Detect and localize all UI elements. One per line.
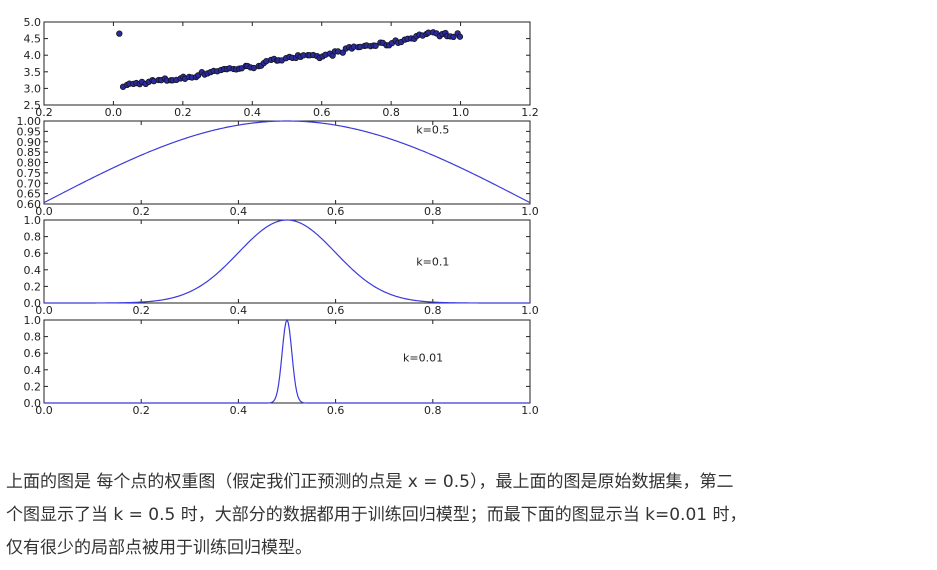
x-tick-label: 0.2 <box>132 304 150 317</box>
panel-4: 0.0 0.2 0.4 0.6 0.8 1.0 0.0 0.2 0.4 0.6 0.8 1.0 k=0.… <box>24 314 539 417</box>
y-tick-label: 1.00 <box>17 115 42 128</box>
weight-curve <box>44 318 530 404</box>
plot-frame <box>43 219 531 304</box>
y-tick-label: 1.0 <box>24 214 42 227</box>
x-tick-label: 0.4 <box>230 404 248 417</box>
y-tick-label: 0.6 <box>24 347 42 360</box>
y-tick-label: 0.6 <box>24 247 42 260</box>
y-tick-label: 0.60 <box>17 198 42 211</box>
x-tick-label: 0.8 <box>424 205 442 218</box>
weight-curve <box>44 219 530 304</box>
x-tick-label: 1.0 <box>521 304 539 317</box>
k-annotation: k=0.01 <box>403 351 443 364</box>
x-tick-label: 0.0 <box>35 404 53 417</box>
x-tick-label: 0.4 <box>230 205 248 218</box>
y-tick-label: 0.75 <box>17 167 42 180</box>
plot-frame <box>43 319 531 404</box>
plot-frame <box>43 120 531 205</box>
y-tick-label: 0.0 <box>24 397 42 410</box>
x-tick-label: 0.0 <box>105 106 123 119</box>
x-tick-label: 0.2 <box>35 106 53 119</box>
caption-line-2: 个图显示了当 k = 0.5 时，大部分的数据都用于训练回归模型；而最下面的图显… <box>6 505 747 525</box>
y-tick-label: 0.80 <box>17 157 42 170</box>
panel-2: 0.0 0.2 0.4 0.6 0.8 1.00.600.650.700.750.800.… <box>17 115 539 218</box>
x-tick-label: 0.6 <box>313 106 331 119</box>
x-tick-label: 0.2 <box>132 205 150 218</box>
x-tick-label: 0.6 <box>327 205 345 218</box>
x-tick-label: 0.8 <box>424 304 442 317</box>
panel-1: 0.2 0.0 0.2 0.4 0.6 0.8 1.0 1.2 2.5 3.0 3.5 4.0 4.5 5… <box>24 16 539 119</box>
y-tick-label: 0.90 <box>17 136 42 149</box>
x-tick-label: 0.6 <box>327 304 345 317</box>
weight-curve <box>43 120 531 204</box>
x-tick-label: 0.4 <box>230 304 248 317</box>
y-tick-label: 4.0 <box>24 49 42 62</box>
x-tick-label: 0.8 <box>424 404 442 417</box>
y-tick-label: 0.4 <box>24 364 42 377</box>
figure: 0.2 0.0 0.2 0.4 0.6 0.8 1.0 1.2 2.5 3.0 3.5 4.0 4.5 5… <box>17 16 539 417</box>
x-tick-label: 1.2 <box>521 106 539 119</box>
y-tick-label: 0.85 <box>17 146 42 159</box>
y-tick-label: 3.5 <box>24 66 42 79</box>
k-annotation: k=0.5 <box>416 123 449 136</box>
x-tick-label: 0.8 <box>382 106 400 119</box>
y-tick-label: 0.70 <box>17 177 42 190</box>
y-tick-label: 0.2 <box>24 380 42 393</box>
x-tick-label: 0.2 <box>174 106 192 119</box>
y-tick-label: 1.0 <box>24 314 42 327</box>
y-tick-label: 0.4 <box>24 264 42 277</box>
data-point <box>456 33 464 40</box>
x-tick-label: 0.2 <box>132 404 150 417</box>
x-tick-label: 0.6 <box>327 404 345 417</box>
x-tick-label: 0.4 <box>244 106 262 119</box>
x-tick-label: 1.0 <box>452 106 470 119</box>
x-tick-label: 0.0 <box>35 205 53 218</box>
weight-charts: 0.2 0.0 0.2 0.4 0.6 0.8 1.0 1.2 2.5 3.0 3.5 4.0 4.5 5… <box>17 16 539 417</box>
y-tick-label: 0.8 <box>24 231 42 244</box>
caption-line-3: 仅有很少的局部点被用于训练回归模型。 <box>6 538 312 558</box>
y-tick-label: 0.65 <box>17 188 42 201</box>
x-tick-label: 0.0 <box>35 304 53 317</box>
y-tick-label: 0.2 <box>24 280 42 293</box>
y-tick-label: 4.5 <box>24 33 42 46</box>
x-tick-label: 1.0 <box>521 205 539 218</box>
x-tick-label: 1.0 <box>521 404 539 417</box>
y-tick-label: 3.0 <box>24 82 42 95</box>
caption-line-1: 上面的图是 每个点的权重图（假定我们正预测的点是 x = 0.5），最上面的图是… <box>6 472 734 492</box>
caption: 上面的图是 每个点的权重图（假定我们正预测的点是 x = 0.5），最上面的图是… <box>6 466 931 565</box>
data-point <box>450 33 457 41</box>
y-tick-label: 0.95 <box>17 125 42 138</box>
k-annotation: k=0.1 <box>416 256 449 269</box>
panel-3: 0.0 0.2 0.4 0.6 0.8 1.0 0.0 0.2 0.4 0.6 0.8 1.0 k=0.… <box>24 214 539 317</box>
data-point <box>339 49 346 56</box>
data-point <box>372 42 379 49</box>
data-point <box>116 30 123 37</box>
y-tick-label: 0.8 <box>24 331 42 344</box>
plot-frame <box>43 21 531 106</box>
y-tick-label: 5.0 <box>24 16 42 29</box>
y-tick-label: 0.0 <box>24 297 42 310</box>
y-tick-label: 2.5 <box>24 99 42 112</box>
